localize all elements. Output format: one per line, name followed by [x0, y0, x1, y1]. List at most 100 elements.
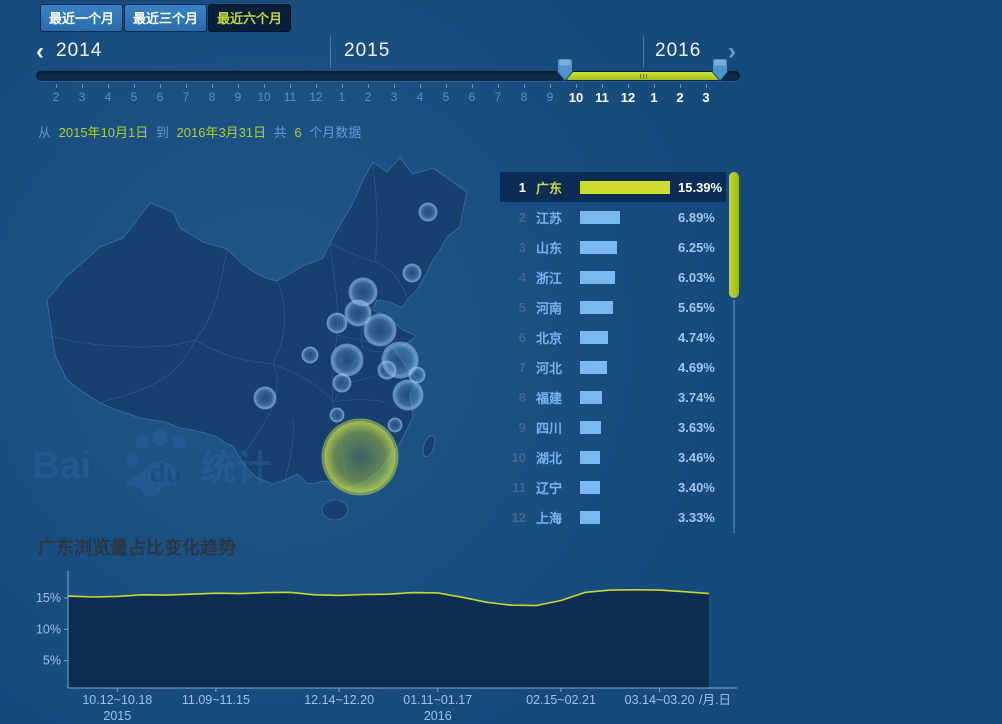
slider-grip-icon	[640, 73, 647, 79]
china-map[interactable]	[45, 150, 490, 522]
month-label-11: 11	[595, 90, 609, 105]
summary-suffix: 个月数据	[309, 125, 362, 140]
month-label-12: 12	[309, 90, 323, 104]
rank-row-北京[interactable]: 6 北京 4.74%	[500, 322, 726, 352]
timeline-prev-icon[interactable]: ‹	[36, 38, 44, 65]
month-label-3: 3	[78, 90, 86, 104]
rank-number: 1	[518, 179, 526, 195]
map-bubble[interactable]	[329, 407, 345, 423]
watermark-bai: Bai	[32, 445, 91, 487]
map-bubble-highlight[interactable]	[321, 418, 399, 496]
y-tick-label: 15%	[36, 591, 61, 605]
month-tick	[706, 84, 707, 88]
map-bubble[interactable]	[402, 263, 422, 283]
month-label-3: 3	[702, 90, 710, 105]
date-range-summary: 从 2015年10月1日 到 2016年3月31日 共 6 个月数据	[38, 122, 361, 141]
rank-row-广东[interactable]: 1 广东 15.39%	[500, 172, 726, 202]
watermark-tongji: 统计	[200, 447, 272, 488]
region-name: 福建	[536, 390, 563, 406]
y-tick-label: 5%	[43, 654, 61, 668]
rank-row-河南[interactable]: 5 河南 5.65%	[500, 292, 726, 322]
trend-chart-title: 广东浏览量占比变化趋势	[38, 538, 236, 558]
month-label-3: 3	[390, 90, 398, 104]
ranking-scrollbar-track[interactable]	[733, 300, 735, 533]
month-label-11: 11	[283, 90, 297, 104]
rank-number: 6	[518, 329, 526, 345]
month-label-7: 7	[494, 90, 502, 104]
rank-row-福建[interactable]: 8 福建 3.74%	[500, 382, 726, 412]
button-last-6-months[interactable]: 最近六个月	[208, 4, 292, 32]
rank-bar	[580, 330, 608, 344]
region-name: 北京	[536, 330, 563, 346]
month-label-9: 9	[546, 90, 554, 104]
rank-row-上海[interactable]: 12 上海 3.33%	[500, 502, 726, 532]
slider-handle-end[interactable]	[712, 58, 728, 82]
rank-bar	[580, 360, 608, 374]
rank-number: 11	[512, 479, 526, 495]
month-tick	[160, 84, 161, 88]
rank-value: 3.33%	[678, 509, 715, 525]
button-last-3-months[interactable]: 最近三个月	[124, 4, 208, 32]
rank-row-湖北[interactable]: 10 湖北 3.46%	[500, 442, 726, 472]
month-label-10: 10	[568, 90, 584, 105]
rank-row-四川[interactable]: 9 四川 3.63%	[500, 412, 726, 442]
x-tick-label: 12.14~12.20	[304, 693, 374, 707]
map-bubble[interactable]	[392, 379, 424, 411]
month-label-8: 8	[520, 90, 528, 104]
month-label-2: 2	[364, 90, 372, 104]
month-label-12: 12	[620, 90, 636, 105]
month-label-8: 8	[208, 90, 216, 104]
region-name: 山东	[536, 240, 563, 256]
rank-bar	[580, 510, 600, 524]
rank-value: 3.40%	[678, 479, 715, 495]
rank-row-山东[interactable]: 3 山东 6.25%	[500, 232, 726, 262]
slider-handle-start[interactable]	[557, 58, 573, 82]
x-tick-label: 11.09~11.15	[182, 693, 250, 707]
rank-value: 6.03%	[678, 269, 715, 285]
rank-number: 5	[518, 299, 526, 315]
map-bubble[interactable]	[418, 202, 438, 222]
map-bubble[interactable]	[301, 346, 319, 364]
month-tick	[342, 84, 343, 88]
rank-row-江苏[interactable]: 2 江苏 6.89%	[500, 202, 726, 232]
map-bubble[interactable]	[363, 313, 397, 347]
month-tick	[212, 84, 213, 88]
month-tick	[82, 84, 83, 88]
map-bubble[interactable]	[253, 386, 277, 410]
slider-track[interactable]	[36, 71, 740, 81]
rank-row-浙江[interactable]: 4 浙江 6.03%	[500, 262, 726, 292]
year-label-2016: 2016	[655, 40, 702, 61]
rank-number: 7	[518, 359, 526, 375]
x-axis-year-label: 2015	[103, 709, 131, 723]
map-bubble[interactable]	[332, 373, 352, 393]
rank-value: 6.25%	[678, 239, 715, 255]
region-name: 河北	[536, 360, 563, 376]
map-bubble[interactable]	[344, 299, 372, 327]
month-tick	[290, 84, 291, 88]
rank-value: 4.69%	[678, 359, 715, 375]
summary-total-label: 共	[273, 125, 287, 140]
map-bubble[interactable]	[330, 343, 364, 377]
rank-number: 3	[518, 239, 526, 255]
region-name: 辽宁	[536, 480, 563, 496]
month-tick	[186, 84, 187, 88]
rank-value: 15.39%	[678, 179, 723, 195]
map-bubble[interactable]	[387, 417, 403, 433]
rank-row-辽宁[interactable]: 11 辽宁 3.40%	[500, 472, 726, 502]
map-bubble[interactable]	[377, 360, 397, 380]
month-tick	[238, 84, 239, 88]
rank-row-河北[interactable]: 7 河北 4.69%	[500, 352, 726, 382]
button-last-1-month[interactable]: 最近一个月	[40, 4, 124, 32]
month-label-4: 4	[104, 90, 112, 104]
month-label-4: 4	[416, 90, 424, 104]
taiwan-island	[422, 435, 436, 457]
map-bubble[interactable]	[326, 312, 348, 334]
month-tick	[316, 84, 317, 88]
timeline-next-icon[interactable]: ›	[728, 38, 736, 65]
time-range-button-group: 最近一个月 最近三个月 最近六个月	[40, 4, 292, 32]
ranking-scrollbar-thumb[interactable]	[729, 172, 739, 298]
summary-month-count: 6	[294, 125, 302, 140]
slider-selected-range[interactable]	[565, 72, 722, 80]
rank-bar	[580, 390, 602, 404]
